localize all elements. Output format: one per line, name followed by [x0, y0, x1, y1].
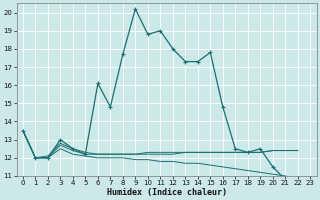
X-axis label: Humidex (Indice chaleur): Humidex (Indice chaleur): [107, 188, 227, 197]
